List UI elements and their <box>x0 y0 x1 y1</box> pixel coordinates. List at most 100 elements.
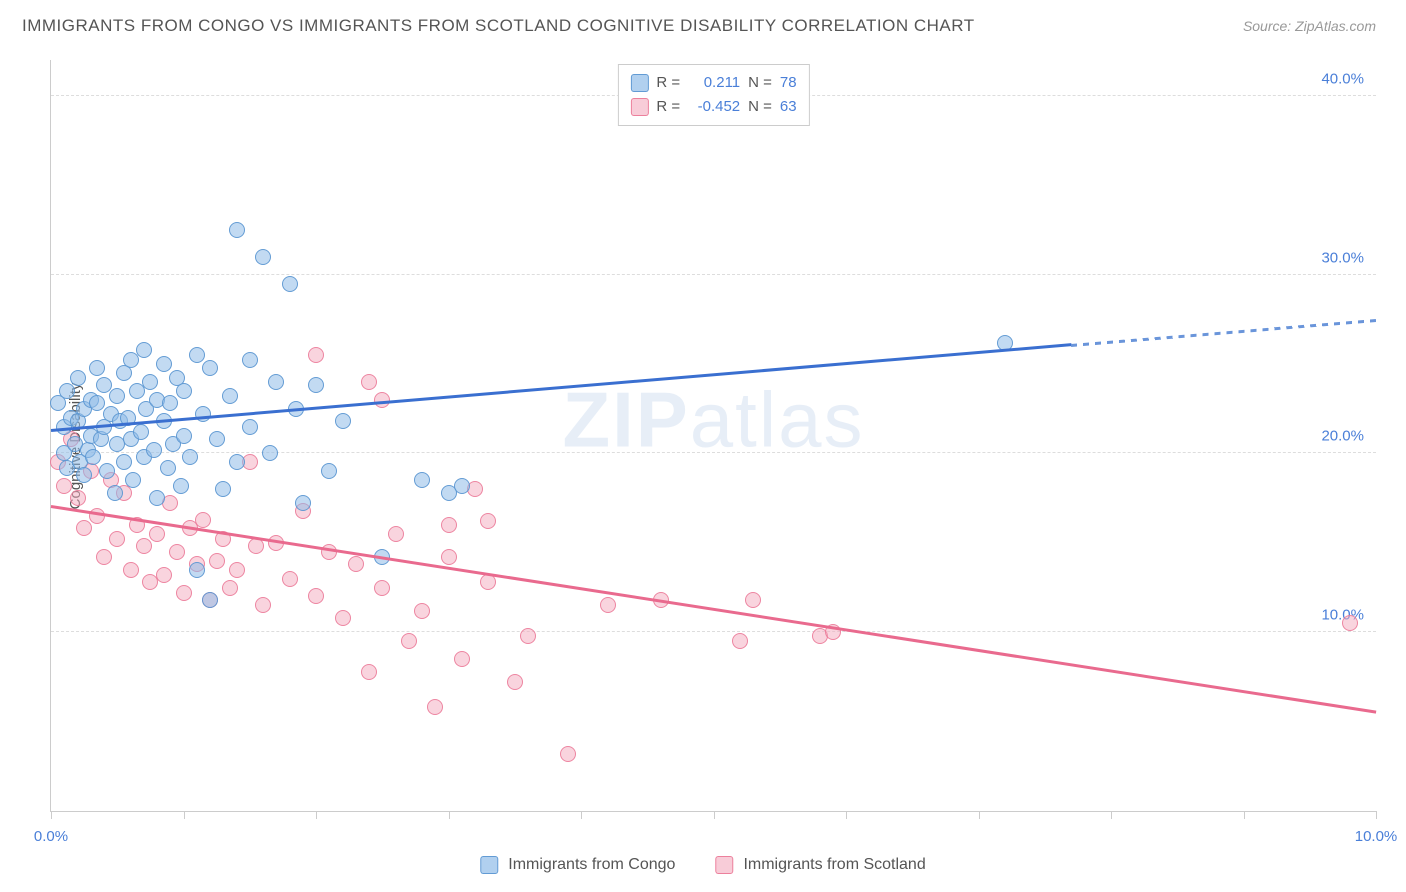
data-point <box>480 574 496 590</box>
data-point <box>116 454 132 470</box>
chart-area: ZIPatlas R = 0.211 N = 78 R = -0.452 N =… <box>50 60 1376 812</box>
swatch-icon <box>480 856 498 874</box>
data-point <box>255 597 271 613</box>
x-tick-label: 0.0% <box>34 828 68 845</box>
n-value: 78 <box>780 71 797 95</box>
stats-row-congo: R = 0.211 N = 78 <box>630 71 796 95</box>
data-point <box>70 370 86 386</box>
data-point <box>189 562 205 578</box>
data-point <box>123 352 139 368</box>
data-point <box>427 699 443 715</box>
data-point <box>209 431 225 447</box>
source-label: Source: ZipAtlas.com <box>1243 18 1376 34</box>
data-point <box>229 562 245 578</box>
data-point <box>361 374 377 390</box>
data-point <box>173 478 189 494</box>
legend-item-scotland: Immigrants from Scotland <box>715 856 925 874</box>
data-point <box>308 588 324 604</box>
data-point <box>136 342 152 358</box>
chart-title: IMMIGRANTS FROM CONGO VS IMMIGRANTS FROM… <box>22 16 975 36</box>
data-point <box>222 580 238 596</box>
swatch-icon <box>715 856 733 874</box>
data-point <box>507 674 523 690</box>
data-point <box>242 352 258 368</box>
data-point <box>162 395 178 411</box>
data-point <box>335 610 351 626</box>
data-point <box>149 526 165 542</box>
data-point <box>109 388 125 404</box>
data-point <box>76 520 92 536</box>
data-point <box>99 463 115 479</box>
data-point <box>335 413 351 429</box>
data-point <box>215 481 231 497</box>
data-point <box>321 544 337 560</box>
x-tick <box>714 811 715 819</box>
data-point <box>454 651 470 667</box>
data-point <box>176 428 192 444</box>
data-point <box>480 513 496 529</box>
x-tick <box>184 811 185 819</box>
x-tick <box>979 811 980 819</box>
data-point <box>454 478 470 494</box>
data-point <box>125 472 141 488</box>
gridline <box>51 631 1376 632</box>
data-point <box>255 249 271 265</box>
x-tick <box>1111 811 1112 819</box>
r-value: 0.211 <box>688 71 740 95</box>
watermark-bold: ZIP <box>562 376 689 464</box>
data-point <box>388 526 404 542</box>
x-tick <box>581 811 582 819</box>
data-point <box>76 467 92 483</box>
data-point <box>295 495 311 511</box>
data-point <box>123 562 139 578</box>
data-point <box>732 633 748 649</box>
data-point <box>202 360 218 376</box>
r-label: R = <box>656 95 680 119</box>
data-point <box>176 585 192 601</box>
n-label: N = <box>748 95 772 119</box>
data-point <box>600 597 616 613</box>
data-point <box>189 347 205 363</box>
data-point <box>414 472 430 488</box>
data-point <box>229 454 245 470</box>
data-point <box>89 360 105 376</box>
data-point <box>1342 615 1358 631</box>
n-label: N = <box>748 71 772 95</box>
r-value: -0.452 <box>688 95 740 119</box>
data-point <box>520 628 536 644</box>
data-point <box>156 356 172 372</box>
data-point <box>441 549 457 565</box>
data-point <box>133 424 149 440</box>
x-tick <box>51 811 52 819</box>
data-point <box>745 592 761 608</box>
data-point <box>136 538 152 554</box>
data-point <box>195 406 211 422</box>
n-value: 63 <box>780 95 797 119</box>
data-point <box>142 374 158 390</box>
r-label: R = <box>656 71 680 95</box>
data-point <box>308 347 324 363</box>
data-point <box>202 592 218 608</box>
data-point <box>282 276 298 292</box>
stats-box: R = 0.211 N = 78 R = -0.452 N = 63 <box>617 64 809 126</box>
data-point <box>308 377 324 393</box>
data-point <box>209 553 225 569</box>
data-point <box>229 222 245 238</box>
x-tick <box>846 811 847 819</box>
data-point <box>248 538 264 554</box>
data-point <box>70 490 86 506</box>
data-point <box>414 603 430 619</box>
data-point <box>242 419 258 435</box>
data-point <box>268 374 284 390</box>
data-point <box>149 490 165 506</box>
x-tick <box>1244 811 1245 819</box>
watermark-rest: atlas <box>690 376 865 464</box>
y-tick-label: 20.0% <box>1321 428 1364 445</box>
data-point <box>361 664 377 680</box>
data-point <box>56 478 72 494</box>
data-point <box>441 517 457 533</box>
data-point <box>59 383 75 399</box>
data-point <box>401 633 417 649</box>
data-point <box>321 463 337 479</box>
data-point <box>262 445 278 461</box>
